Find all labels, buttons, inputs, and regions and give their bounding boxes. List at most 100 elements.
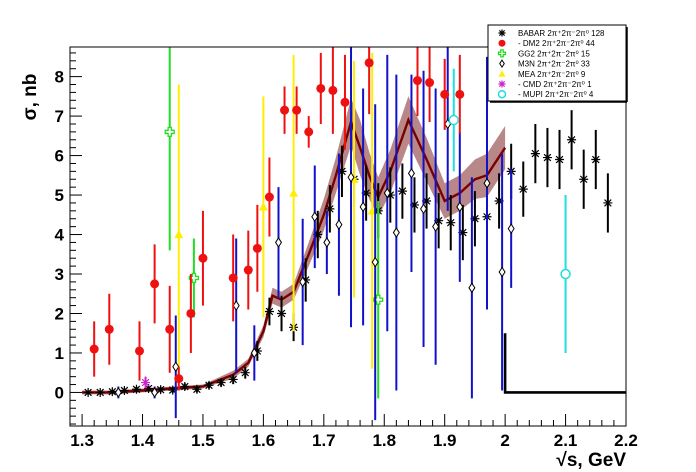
data-point [144,383,154,393]
data-point [168,385,178,395]
data-point [335,219,343,231]
data-point [518,184,528,194]
data-point [446,218,456,228]
legend-label: M3N 2π⁺2π⁻2π⁰ 33 [518,60,590,69]
data-point [364,58,374,68]
data-point [228,273,238,283]
step-line [503,333,626,394]
data-point [264,192,274,202]
data-point [340,97,350,107]
data-point [172,361,180,373]
legend: BABAR 2π⁺2π⁻2π⁰ 128- DM2 2π⁺2π⁻2π⁰ 44GG2… [487,24,628,103]
y-axis-title: σ, nb [20,74,41,121]
data-point [180,382,190,392]
data-point [392,227,400,238]
data-point [458,228,468,238]
data-point [311,211,319,223]
data-point [280,105,290,115]
series-6 [448,68,571,353]
x-tick-label: 2.1 [554,431,578,450]
x-tick-label: 1.5 [191,431,215,450]
legend-box [487,24,627,102]
data-point [425,78,435,88]
data-point [440,89,450,99]
data-point [498,266,506,278]
x-tick-label: 1.4 [131,431,155,450]
y-tick-label: 0 [55,383,64,402]
data-point [507,223,515,235]
data-point [448,114,460,126]
data-point [413,76,422,86]
data-point [455,89,465,99]
x-tick-label: 1.8 [372,431,396,450]
data-point [89,344,99,354]
data-point [119,385,129,395]
ticks-layer: 1.3 1.4 1.5 1.6 1.7 1.8 1.9 2 2.1 2.2 0 1 2 3 4 5 6 7 8 [55,52,638,450]
data-point [252,243,262,253]
legend-marker [497,49,507,58]
legend-label: MEA 2π⁺2π⁻2π⁰ 9 [518,70,586,79]
legend-label: - MUPI 2π⁺2π⁻2π⁰ 4 [518,90,594,99]
x-tick-label: 1.9 [433,431,457,450]
data-point [325,204,335,214]
x-tick-label: 2.2 [614,431,638,450]
data-point [409,200,419,210]
data-point [135,346,144,356]
data-point [432,221,440,233]
data-point [591,155,601,165]
series-5 [141,376,151,389]
data-point [373,294,384,305]
data-point [232,300,240,312]
data-point [397,186,407,196]
data-point [258,202,268,211]
y-tick-label: 5 [55,186,64,205]
data-point [216,378,226,388]
data-point [150,279,160,289]
points-layer [83,47,613,421]
data-point [361,188,371,198]
data-point [107,387,117,397]
data-point [483,177,491,189]
data-point [494,196,504,206]
legend-marker [498,70,506,77]
data-point [250,347,258,359]
data-point [555,155,565,165]
data-point [420,203,428,215]
data-point [468,282,476,294]
data-point [434,216,444,226]
data-point [151,387,159,398]
legend-label: GG2 2π⁺2π⁻2π⁰ 15 [518,49,590,58]
legend-marker [499,59,505,69]
x-tick-label: 1.3 [70,431,94,450]
data-point [299,276,307,288]
data-point [383,187,391,199]
data-point [95,387,105,397]
data-point [243,265,253,275]
data-point [188,272,200,284]
data-point [304,127,314,137]
data-point [385,190,395,200]
x-tick-label: 2 [500,431,509,450]
legend-label: BABAR 2π⁺2π⁻2π⁰ 128 [518,29,605,38]
data-point [114,387,122,398]
y-tick-label: 6 [55,147,64,166]
series-2 [164,47,384,399]
data-point [316,83,326,93]
data-point [579,174,589,184]
x-axis-title: √s, GeV [556,450,626,471]
legend-marker [498,80,506,88]
data-point [347,171,355,183]
y-tick-label: 8 [55,68,64,87]
data-point [407,167,415,179]
data-point [470,214,480,224]
data-point [264,307,274,317]
data-point [165,324,175,334]
data-point [141,378,151,388]
series-3 [114,47,515,421]
legend-marker [497,89,507,99]
legend-marker [498,39,506,47]
data-point [277,308,287,318]
y-tick-label: 3 [55,265,64,284]
data-point [204,380,214,390]
